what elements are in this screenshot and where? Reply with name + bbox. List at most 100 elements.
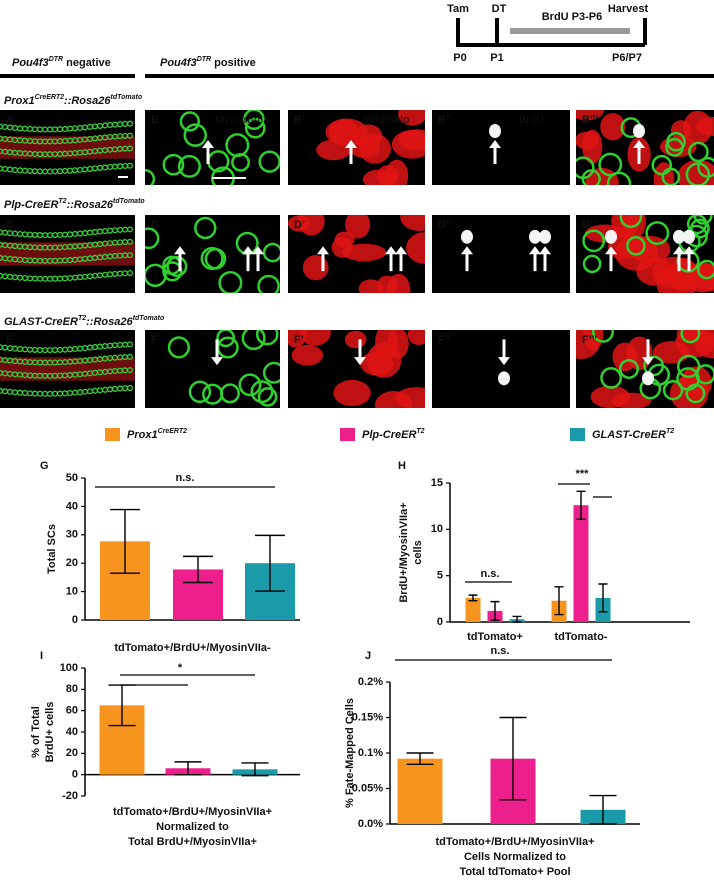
red-cell — [600, 113, 626, 141]
green-cell — [619, 215, 643, 229]
red-cell — [398, 129, 425, 151]
panel-label: J — [365, 650, 371, 662]
error-bar — [468, 594, 478, 602]
green-cell — [651, 154, 673, 176]
green-cell — [690, 218, 710, 239]
hair-cell — [126, 238, 134, 245]
x-axis-label: Cells Normalized to — [464, 851, 566, 863]
x-axis-label: Normalized to — [156, 821, 229, 833]
event-label: Tam — [447, 3, 469, 15]
brdu-nucleus — [461, 229, 473, 244]
red-cell — [375, 391, 413, 408]
superscript: DTR — [197, 56, 211, 63]
green-cell — [188, 380, 212, 404]
red-cell — [329, 119, 358, 144]
timeline: Tam DT Harvest BrdU P3-P6 P0 P1 P6/P7 — [447, 3, 648, 64]
arrow-head — [385, 246, 397, 255]
text-part: positive — [211, 57, 256, 69]
red-cell — [387, 330, 409, 359]
significance-label: n.s. — [481, 568, 500, 580]
y-tick-label: 10 — [431, 523, 443, 535]
brdu-nucleus — [498, 371, 510, 386]
y-axis-label: BrdU+ cells — [44, 702, 56, 763]
panel-label: F’’ — [438, 334, 450, 346]
green-cell — [225, 133, 250, 158]
arrow-head — [633, 140, 645, 148]
y-tick-label: 0.05% — [352, 782, 383, 794]
y-axis-label: % Fate-Mapped Cells — [344, 698, 356, 808]
panel-label: F’’’ — [582, 334, 597, 346]
row-title: Prox1CreERT2::Rosa26tdTomato — [4, 94, 143, 107]
green-cell — [262, 242, 280, 263]
y-tick-label: 40 — [66, 500, 78, 512]
y-tick-label: 20 — [66, 747, 78, 759]
hair-cell — [126, 226, 134, 233]
red-cell — [407, 330, 425, 346]
legend-label: Prox1CreERT2 — [127, 428, 187, 441]
green-cell — [238, 373, 262, 397]
panel-label: B’’’ — [582, 114, 598, 126]
red-cell — [400, 215, 425, 231]
red-cell — [406, 232, 425, 264]
superscript: CreERT2 — [158, 428, 188, 435]
arrow-head — [345, 140, 357, 148]
x-axis-label: tdTomato+/BrdU+/MyosinVIIa- — [114, 642, 271, 654]
superscript: CreERT2 — [35, 94, 65, 101]
legend-swatch — [340, 428, 355, 441]
superscript: T2 — [58, 198, 66, 205]
micrograph — [0, 110, 135, 185]
hair-cell — [126, 252, 134, 259]
superscript: DTR — [49, 56, 63, 63]
timeline-lines — [456, 18, 647, 47]
y-tick-label: -20 — [62, 790, 78, 802]
error-bar — [255, 534, 285, 592]
red-cell — [385, 159, 409, 185]
green-cell — [680, 330, 701, 344]
treatment-label: BrdU P3-P6 — [542, 11, 603, 23]
red-cell — [288, 330, 307, 348]
bar — [573, 505, 589, 622]
x-axis-label: Total BrdU+/MyosinVIIa+ — [128, 836, 257, 848]
green-cell — [166, 255, 188, 277]
red-cell — [358, 279, 384, 293]
green-cell — [162, 153, 185, 176]
event-label: Harvest — [608, 3, 649, 15]
arrow-head — [642, 357, 654, 366]
y-tick-label: 0.1% — [358, 747, 383, 759]
error-bar — [241, 762, 269, 777]
green-cell — [582, 229, 606, 253]
error-bar — [598, 583, 608, 613]
green-cell — [167, 336, 190, 359]
legend-swatch — [570, 428, 585, 441]
arrow-head — [202, 140, 214, 148]
red-cell — [683, 110, 713, 145]
text-part: Plp-CreER — [362, 429, 416, 441]
arrow-head — [174, 246, 186, 255]
y-tick-label: 80 — [66, 683, 78, 695]
group-heading: Pou4f3DTR positive — [160, 56, 256, 69]
arrow-head — [354, 357, 366, 366]
red-cell — [299, 330, 331, 346]
micrograph — [288, 110, 425, 185]
significance-label: *** — [576, 468, 590, 480]
micrograph — [288, 215, 425, 293]
green-cell — [598, 152, 623, 177]
y-tick-label: 20 — [66, 557, 78, 569]
day-label: P0 — [453, 52, 466, 64]
x-axis-label: tdTomato+/BrdU+/MyosinVIIa+ — [435, 836, 594, 848]
panel-label: G — [40, 460, 49, 472]
red-cell — [398, 110, 425, 126]
brdu-nucleus — [633, 124, 645, 138]
panel-label: E — [6, 334, 13, 346]
arrow-head — [498, 357, 510, 366]
green-cell — [592, 330, 614, 343]
green-cell — [241, 330, 266, 351]
arrow-head — [605, 246, 617, 255]
y-tick-label: 30 — [66, 529, 78, 541]
hair-cell — [126, 341, 134, 348]
day-label: P6/P7 — [612, 52, 642, 64]
y-tick-label: 40 — [66, 726, 78, 738]
text-part: Pou4f3 — [160, 57, 197, 69]
micrograph — [432, 330, 570, 408]
